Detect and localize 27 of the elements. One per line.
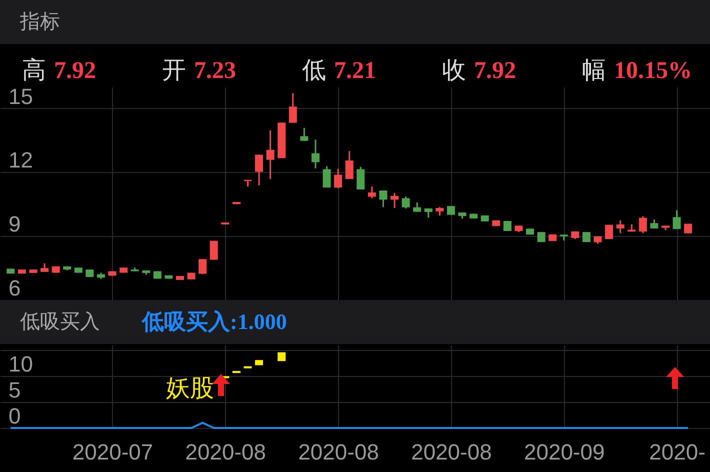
annotation: 妖股	[166, 374, 214, 404]
text: 低	[302, 57, 326, 84]
x-tick-label: 2020-08	[298, 440, 379, 464]
x-tick-label: 2020-08	[185, 440, 266, 464]
text: 幅	[582, 57, 606, 84]
y-tick-label: 15	[8, 84, 33, 109]
text: 低吸买入:1.000	[142, 308, 287, 336]
text: 7.21	[334, 58, 376, 84]
y-tick-label: 12	[8, 148, 33, 173]
chart-title: 指标	[20, 10, 60, 35]
text: 7.92	[474, 58, 516, 84]
y-tick-label: 6	[8, 276, 21, 300]
y-tick-label: 10	[8, 352, 33, 377]
text: 7.23	[194, 58, 236, 84]
text: 高	[22, 57, 46, 84]
text: 7.92	[54, 58, 96, 84]
chart-title: 低吸买入	[20, 310, 100, 335]
text: 10.15%	[614, 58, 692, 84]
text: 收	[442, 57, 466, 84]
x-tick-label: 2020-	[649, 440, 706, 464]
x-tick-label: 2020-08	[411, 440, 492, 464]
y-tick-label: 9	[8, 212, 21, 237]
x-tick-label: 2020-09	[524, 440, 605, 464]
y-tick-label: 0	[8, 404, 21, 428]
x-tick-label: 2020-07	[72, 440, 154, 464]
y-tick-label: 5	[8, 378, 21, 403]
text: 开	[162, 57, 186, 84]
